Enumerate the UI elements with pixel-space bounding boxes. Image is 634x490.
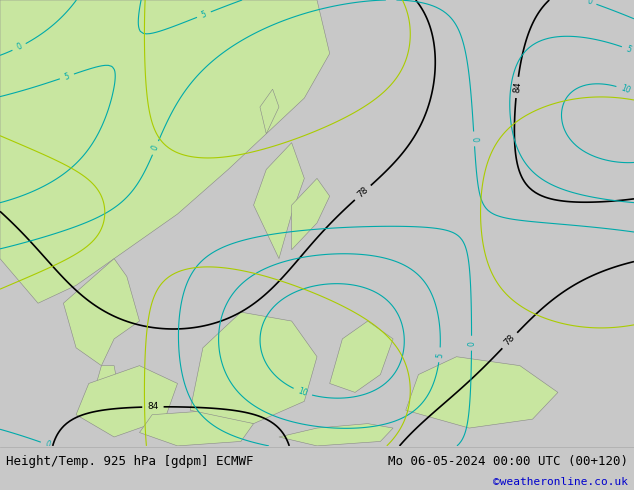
Text: Height/Temp. 925 hPa [gdpm] ECMWF: Height/Temp. 925 hPa [gdpm] ECMWF: [6, 455, 254, 468]
Polygon shape: [63, 259, 139, 366]
Text: 0: 0: [469, 136, 479, 142]
Text: 84: 84: [147, 402, 158, 412]
Text: 78: 78: [356, 186, 370, 200]
Text: 5: 5: [63, 72, 70, 81]
Text: 5: 5: [200, 9, 208, 20]
Text: 0: 0: [44, 440, 51, 450]
Text: 5: 5: [625, 44, 633, 54]
Polygon shape: [260, 89, 279, 134]
Polygon shape: [0, 0, 330, 303]
Polygon shape: [254, 143, 304, 259]
Polygon shape: [279, 423, 393, 446]
Text: 0: 0: [150, 144, 160, 152]
Text: Mo 06-05-2024 00:00 UTC (00+120): Mo 06-05-2024 00:00 UTC (00+120): [387, 455, 628, 468]
Polygon shape: [292, 178, 330, 250]
Text: 0: 0: [467, 341, 476, 345]
Polygon shape: [89, 366, 120, 428]
Text: 78: 78: [503, 333, 517, 348]
Text: 10: 10: [297, 386, 309, 398]
Text: 10: 10: [619, 84, 632, 96]
Polygon shape: [330, 321, 393, 392]
Text: ©weatheronline.co.uk: ©weatheronline.co.uk: [493, 477, 628, 487]
Polygon shape: [76, 366, 178, 437]
Polygon shape: [139, 410, 254, 446]
Text: 5: 5: [435, 352, 444, 358]
Text: 84: 84: [512, 81, 522, 94]
Text: 0: 0: [586, 0, 593, 7]
Polygon shape: [406, 357, 558, 428]
Text: 0: 0: [15, 42, 23, 52]
Polygon shape: [190, 312, 317, 423]
